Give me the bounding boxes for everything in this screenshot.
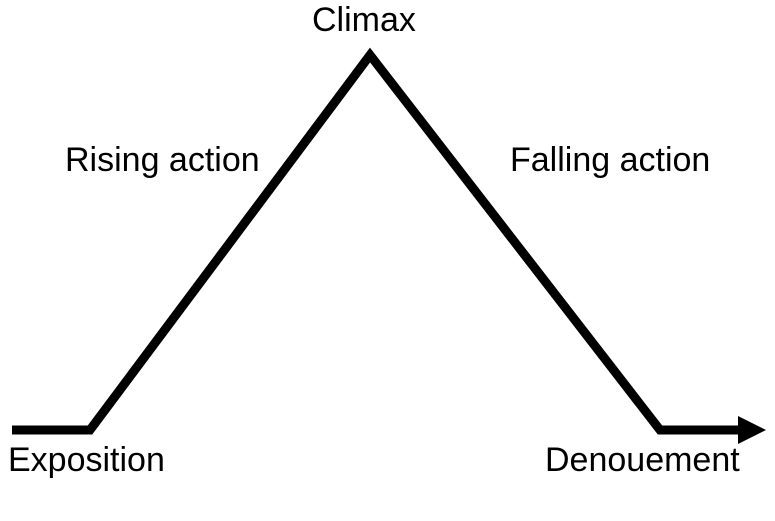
label-climax: Climax [312,1,416,40]
label-falling-action: Falling action [510,141,710,180]
label-exposition: Exposition [8,441,165,480]
freytag-pyramid-diagram: Exposition Rising action Climax Falling … [0,0,775,516]
label-denouement: Denouement [545,441,740,480]
plot-line [12,55,738,430]
plot-line-svg [0,0,775,516]
arrowhead-icon [738,416,766,444]
label-rising-action: Rising action [65,141,260,180]
